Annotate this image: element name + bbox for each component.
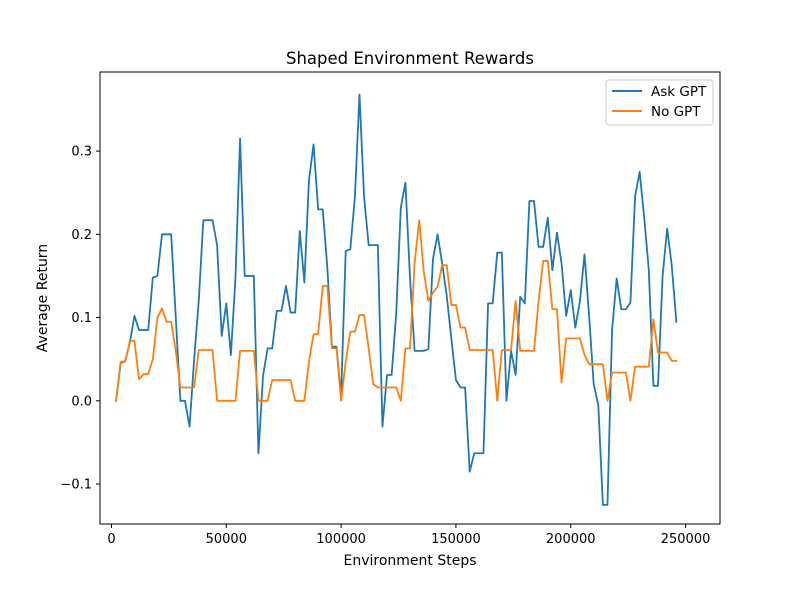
y-tick-label: 0.1 — [71, 311, 92, 326]
x-tick-label: 150000 — [431, 532, 481, 547]
x-axis-ticks: 0 50000 100000 150000 200000 250000 — [107, 524, 710, 547]
series-line-ask-gpt — [115, 93, 678, 506]
plot-frame — [99, 71, 721, 525]
x-tick-label: 100000 — [316, 532, 366, 547]
series-lines — [115, 93, 678, 506]
y-tick-label: 0.2 — [71, 228, 92, 243]
x-tick-label: 250000 — [661, 532, 711, 547]
y-axis-ticks: −0.1 0.0 0.1 0.2 0.3 — [60, 145, 100, 493]
x-tick-label: 0 — [107, 532, 115, 547]
legend-label-ask-gpt: Ask GPT — [651, 84, 707, 100]
legend-label-no-gpt: No GPT — [651, 104, 701, 120]
y-axis-label: Average Return — [35, 244, 51, 352]
chart-title: Shaped Environment Rewards — [286, 49, 534, 68]
x-tick-label: 50000 — [206, 532, 247, 547]
x-axis-label: Environment Steps — [343, 553, 476, 569]
y-tick-label: 0.0 — [71, 394, 92, 409]
y-tick-label: 0.3 — [71, 145, 92, 160]
legend: Ask GPT No GPT — [605, 79, 714, 126]
y-tick-label: −0.1 — [60, 478, 92, 493]
plot-area — [100, 72, 720, 524]
x-tick-label: 200000 — [546, 532, 596, 547]
series-line-no-gpt — [115, 219, 678, 402]
